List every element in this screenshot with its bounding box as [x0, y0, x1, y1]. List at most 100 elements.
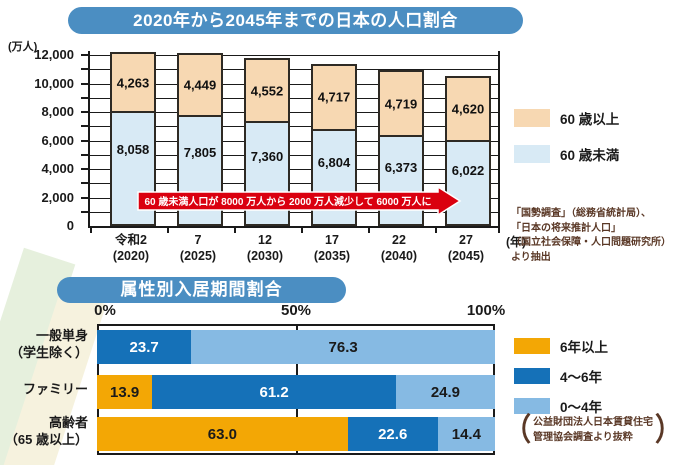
y-axis-tick: [81, 182, 88, 185]
tenure-value-label: 14.4: [451, 425, 481, 443]
decrease-arrow-annotation: 60 歳未満人口が 8000 万人から 2000 万人減少して 6000 万人に: [137, 186, 462, 216]
gridline: [90, 55, 498, 56]
legend-item: 4～6年: [514, 366, 608, 386]
tenure-value-label: 22.6: [378, 425, 408, 443]
tenure-percent-axis: 0% 50% 100%: [94, 302, 505, 320]
tenure-bar-segment: 14.4: [437, 417, 495, 451]
population-x-axis: 令和2 (2020) 7 (2025) 12 (2030) 17 (2035) 22 (2040)…: [88, 233, 500, 267]
y-axis-label: 4,000: [41, 161, 74, 176]
bar-value-label: 4,263: [116, 75, 150, 91]
x-axis-tick: [301, 228, 303, 233]
arrow-annotation-text: 60 歳未満人口が 8000 万人から 2000 万人減少して 6000 万人に: [144, 195, 431, 208]
tenure-value-label: 63.0: [207, 425, 237, 443]
tenure-bar-segment: 76.3: [191, 330, 495, 364]
x-axis-category-label: 7 (2025): [179, 233, 217, 263]
x-axis-tick: [368, 228, 370, 233]
population-plot-area: 8,058 4,263 7,805 4,449 7,360 4,552 6,804 4,717…: [81, 51, 500, 233]
percent-axis-label: 0%: [94, 302, 116, 319]
legend-item: 0～4年: [514, 396, 608, 416]
bar-segment-over60: 4,263: [110, 52, 156, 114]
bar-value-label: 7,360: [250, 149, 284, 165]
tenure-source-note: （ 公益財団法人日本賃貸住宅 管理協会調査より抜粋 ）: [504, 412, 682, 448]
x-axis-category-label: 12 (2030): [246, 233, 284, 263]
category-label: ファミリー: [22, 381, 88, 397]
x-axis-category-label: 17 (2035): [313, 233, 351, 263]
gridline: [90, 183, 498, 185]
source-text: 公益財団法人日本賃貸住宅 管理協会調査より抜粋: [533, 416, 653, 445]
legend-label: 60 歳以上: [560, 112, 620, 127]
legend-swatch: [514, 145, 550, 163]
tenure-bar-segment: 23.7: [97, 330, 192, 364]
legend-item: 60 歳未満: [514, 144, 619, 164]
legend-item: 6年以上: [514, 336, 608, 356]
y-axis-tick: [81, 54, 88, 56]
y-axis-tick: [81, 96, 88, 99]
y-axis-label: 6,000: [41, 132, 74, 148]
tenure-legend: 6年以上 4～6年 0～4年: [514, 336, 608, 426]
x-axis-tick: [435, 228, 437, 233]
tenure-bar-segment: 61.2: [152, 375, 396, 409]
source-text-line: 管理協会調査より抜粋: [533, 431, 633, 443]
source-text-line: 「国勢調査」（総務省統計局）、: [511, 208, 651, 219]
tenure-bar-segment: 24.9: [395, 375, 495, 409]
tenure-value-label: 24.9: [430, 383, 461, 401]
y-axis-tick: [81, 125, 88, 128]
source-text-line: 「日本の将来推計人口」: [511, 222, 621, 234]
tenure-category-labels: 一般単身 （学生除く） ファミリー高齢者 （65 歳以上）: [0, 324, 92, 455]
tenure-value-label: 13.9: [110, 383, 140, 401]
category-label: 一般単身 （学生除く）: [9, 328, 88, 360]
y-axis-tick: [81, 111, 88, 113]
population-legend: 60 歳以上 60 歳未満: [514, 108, 619, 180]
bar-segment-over60: 4,717: [311, 63, 357, 132]
y-axis-tick: [81, 139, 88, 142]
bar-segment-under60: 6,373: [378, 135, 424, 226]
bar-segment-over60: 4,552: [244, 58, 290, 124]
legend-swatch: [514, 398, 550, 414]
y-axis-tick: [81, 68, 88, 71]
bar-value-label: 7,805: [183, 144, 217, 160]
legend-label: 4～6年: [560, 370, 603, 385]
y-axis-label: 12,000: [34, 47, 74, 62]
y-axis-label: 10,000: [34, 75, 74, 91]
bar-value-label: 4,717: [317, 89, 351, 105]
bar-value-label: 4,719: [384, 96, 418, 112]
y-axis-tick: [81, 196, 88, 199]
category-label: 高齢者 （65 歳以上）: [4, 415, 88, 447]
tenure-value-label: 76.3: [328, 338, 358, 356]
bar-segment-over60: 4,620: [445, 76, 491, 143]
x-axis-tick: [498, 228, 500, 233]
bar-segment-over60: 4,719: [378, 69, 424, 138]
gridline: [90, 97, 498, 99]
tenure-bar-segment: 13.9: [97, 375, 153, 409]
bar-segment-under60: 6,022: [445, 140, 491, 226]
bar-value-label: 6,804: [317, 155, 351, 171]
tenure-bar-segment: 22.6: [347, 417, 438, 451]
legend-swatch: [514, 368, 550, 384]
bar-segment-over60: 4,449: [177, 53, 223, 117]
y-axis-label: 2,000: [41, 189, 74, 205]
population-source-note: 「国勢調査」（総務省統計局）、 「日本の将来推計人口」 （国立社会保障・人口問題研究…: [511, 207, 671, 265]
tenure-bar-segment: 63.0: [97, 417, 348, 451]
gridline: [90, 112, 498, 113]
y-axis-tick: [81, 153, 88, 156]
y-axis-unit-label: (万人): [8, 41, 38, 53]
population-chart-title: 2020年から2045年までの日本の人口割合: [68, 7, 523, 34]
x-axis-category-label: 令和2 (2020): [112, 233, 150, 263]
arrow-shape: [137, 186, 462, 216]
legend-swatch: [514, 338, 550, 354]
y-axis-tick: [81, 210, 88, 213]
gridline: [90, 169, 498, 170]
y-axis-label: 8,000: [41, 104, 74, 119]
x-axis-category-label: 27 (2045): [447, 233, 485, 263]
bar-value-label: 6,022: [451, 163, 485, 179]
percent-axis-label: 50%: [280, 302, 312, 319]
source-text-line: 公益財団法人日本賃貸住宅: [533, 417, 653, 428]
gridline: [90, 154, 498, 156]
gridline: [90, 140, 498, 142]
source-paren-open: （: [504, 412, 531, 448]
x-axis-unit-label: (年): [506, 235, 526, 249]
legend-item: 60 歳以上: [514, 108, 619, 128]
tenure-chart-title: 属性別入居期間割合: [57, 277, 346, 303]
x-axis-tick: [167, 228, 169, 233]
gridline: [90, 126, 498, 128]
